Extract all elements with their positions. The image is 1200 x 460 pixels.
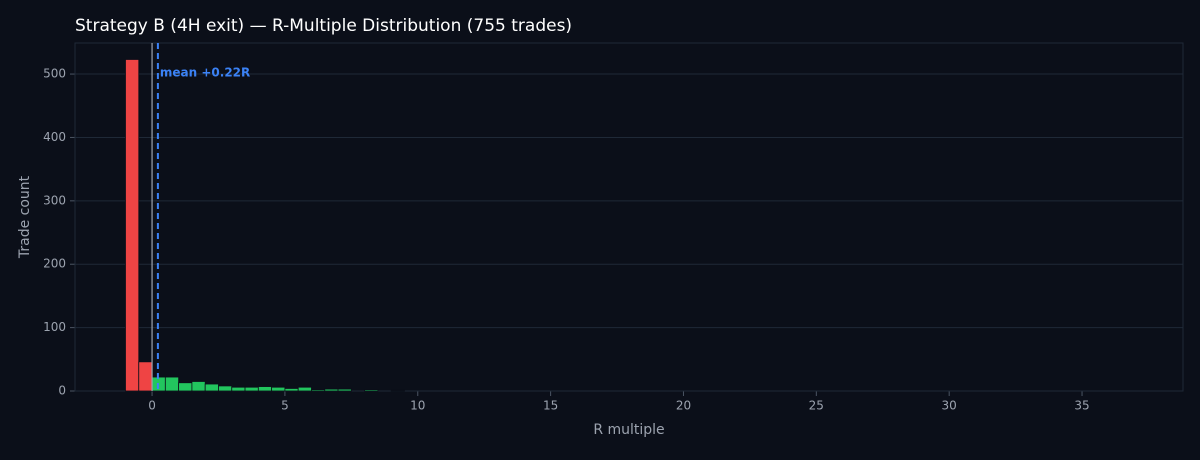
bar: [138, 361, 153, 392]
bar: [125, 59, 140, 392]
bar: [257, 386, 273, 392]
y-tick-label: 500: [43, 67, 66, 81]
bar: [204, 383, 219, 392]
y-axis-label: Trade count: [17, 175, 33, 259]
x-tick-label: 30: [942, 399, 957, 413]
bar: [390, 389, 405, 392]
x-tick-label: 10: [410, 399, 425, 413]
bar: [364, 389, 379, 392]
y-tick-label: 400: [43, 130, 66, 144]
bar: [231, 386, 246, 392]
y-tick-label: 0: [58, 384, 66, 398]
x-tick-label: 15: [543, 399, 558, 413]
y-tick-label: 200: [43, 257, 66, 271]
x-axis-label: R multiple: [593, 422, 664, 438]
plot-frame: [74, 42, 1184, 392]
bar: [337, 388, 352, 392]
y-tick-label: 300: [43, 193, 66, 207]
bar: [311, 389, 326, 392]
x-tick-label: 35: [1074, 399, 1089, 413]
x-tick-label: 20: [676, 399, 691, 413]
bar: [324, 388, 339, 392]
bar: [218, 385, 233, 392]
bar: [191, 381, 206, 392]
x-tick-label: 0: [148, 399, 156, 413]
bar: [284, 388, 299, 392]
bar: [164, 376, 180, 392]
bar: [271, 386, 286, 392]
bar: [297, 386, 312, 392]
chart-title: Strategy B (4H exit) — R-Multiple Distri…: [75, 16, 572, 36]
y-tick-label: 100: [43, 320, 66, 334]
bar: [178, 382, 193, 392]
mean-label: mean +0.22R: [160, 66, 250, 80]
x-tick-label: 5: [281, 399, 289, 413]
bar: [244, 386, 259, 392]
x-tick-label: 25: [809, 399, 824, 413]
